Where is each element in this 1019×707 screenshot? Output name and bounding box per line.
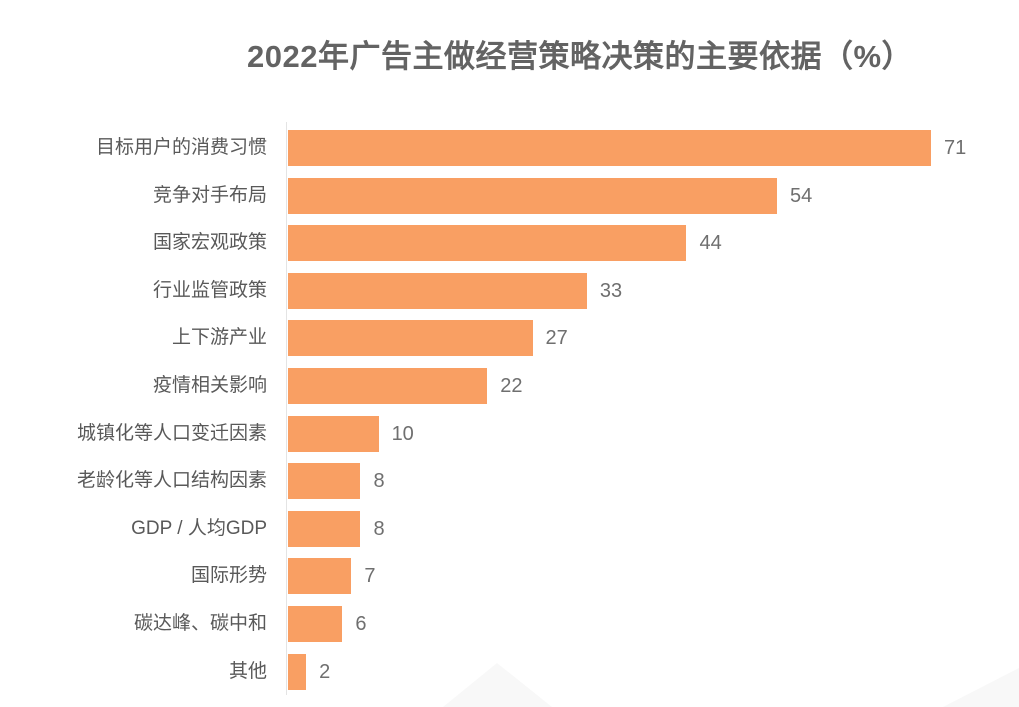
bar-row: 碳达峰、碳中和 6 [0, 606, 1019, 642]
category-label: 行业监管政策 [152, 279, 267, 301]
bar [288, 415, 379, 452]
category-label: 上下游产业 [171, 327, 267, 349]
y-axis-line [286, 122, 287, 695]
value-label: 8 [373, 517, 385, 540]
bar-row: 竞争对手布局 54 [0, 177, 1019, 214]
category-label: GDP / 人均GDP [131, 517, 267, 539]
bar [288, 272, 587, 309]
bar-row: 老龄化等人口结构因素 8 [0, 463, 1019, 500]
category-label: 疫情相关影响 [152, 375, 267, 396]
bar [288, 320, 533, 357]
bar-row: 上下游产业 27 [0, 320, 1019, 357]
value-label: 33 [599, 279, 623, 302]
bar-row: 行业监管政策 33 [0, 272, 1019, 309]
bar [288, 606, 343, 642]
category-label: 国际形势 [190, 565, 267, 587]
category-label: 竞争对手布局 [152, 184, 267, 206]
bar [288, 463, 361, 500]
bar-row: 目标用户的消费习惯 71 [0, 130, 1019, 166]
category-label: 碳达峰、碳中和 [133, 613, 267, 634]
value-label: 44 [699, 232, 722, 255]
chart-title: 2022年广告主做经营策略决策的主要依据（%） [246, 39, 914, 74]
bar [288, 130, 931, 166]
value-label: 8 [373, 470, 385, 493]
value-label: 7 [364, 565, 376, 588]
category-label: 老龄化等人口结构因素 [76, 470, 267, 492]
value-label: 54 [790, 184, 813, 207]
bar-row: 国家宏观政策 44 [0, 225, 1019, 262]
bar [288, 368, 488, 404]
bar-row: GDP / 人均GDP 8 [0, 510, 1019, 547]
value-label: 27 [545, 327, 568, 350]
bar [288, 225, 687, 262]
category-label: 城镇化等人口变迁因素 [76, 422, 267, 444]
value-label: 6 [355, 613, 367, 635]
bar [288, 510, 361, 547]
category-label: 其他 [228, 660, 267, 682]
bar-row: 城镇化等人口变迁因素 10 [0, 415, 1019, 452]
category-label: 国家宏观政策 [152, 232, 267, 254]
bar [288, 558, 352, 595]
bar-row: 国际形势 7 [0, 558, 1019, 595]
value-label: 71 [944, 137, 967, 159]
bar [288, 653, 307, 690]
bar-row: 疫情相关影响 22 [0, 368, 1019, 404]
bar [288, 177, 778, 214]
value-label: 22 [500, 375, 523, 397]
bar-row: 其他 2 [0, 653, 1019, 690]
value-label: 10 [391, 422, 414, 445]
category-label: 目标用户的消费习惯 [95, 137, 267, 158]
value-label: 2 [319, 660, 331, 683]
